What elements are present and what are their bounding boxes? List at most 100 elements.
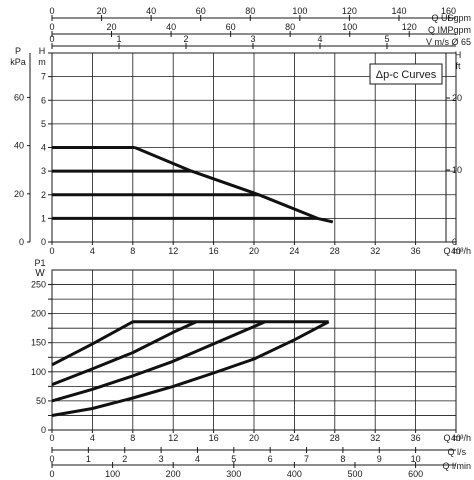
bottom-axis-tick-label: 300 [226, 469, 241, 479]
bottom-axis-tick-label: 2 [122, 454, 127, 464]
head-h-tick-label: 2 [41, 190, 46, 200]
bottom-axis-tick-label: 6 [268, 454, 273, 464]
pressure-tick-label: 40 [14, 141, 24, 151]
usgpm-axis-label: Q USgpm [431, 13, 471, 23]
head-h-tick-label: 3 [41, 166, 46, 176]
top-axis-tick-label: 40 [146, 6, 156, 16]
top-axis-tick-label: 20 [97, 6, 107, 16]
feet-tick-label: 0 [452, 237, 457, 247]
bottom-axis-tick-label: 500 [347, 469, 362, 479]
top-axis-tick-label: 1 [116, 34, 121, 44]
bottom-axis-tick-label: 100 [105, 469, 120, 479]
bottom-axis-tick-label: 0 [49, 454, 54, 464]
pressure-tick-label: 20 [14, 189, 24, 199]
pressure-label-symbol: P [15, 46, 21, 56]
bottom-axis-tick-label: 400 [287, 469, 302, 479]
power-y-tick-label: 250 [31, 280, 46, 290]
top-axis-tick-label: 80 [285, 22, 295, 32]
top-axis-tick-label: 140 [391, 6, 406, 16]
head-h-tick-label: 4 [41, 143, 46, 153]
pressure-label-unit: kPa [10, 57, 26, 67]
head-x-axis-label: Q m³/h [443, 246, 471, 256]
top-axis-tick-label: 4 [317, 34, 322, 44]
impgpm-axis-label: Q IMPgpm [428, 25, 471, 35]
power-x-tick-label: 16 [209, 433, 219, 443]
bottom-axis-tick-label: 5 [231, 454, 236, 464]
top-axis-tick-label: 40 [166, 22, 176, 32]
head-x-tick-label: 24 [289, 246, 299, 256]
top-axis-tick-label: 60 [196, 6, 206, 16]
bottom-axis-tick-label: 4 [195, 454, 200, 464]
bottom-axis-tick-label: 1 [86, 454, 91, 464]
head-h-tick-label: 1 [41, 213, 46, 223]
bottom-axis-tick-label: 600 [408, 469, 423, 479]
top-axis-tick-label: 0 [49, 22, 54, 32]
top-axis-tick-label: 3 [250, 34, 255, 44]
top-axis-tick-label: 100 [342, 22, 357, 32]
power-y-tick-label: 200 [31, 309, 46, 319]
top-axis-tick-label: 2 [183, 34, 188, 44]
bottom-axis-tick-label: 7 [304, 454, 309, 464]
bottom-axis-tick-label: 9 [377, 454, 382, 464]
power-curve [51, 320, 266, 403]
power-curve [51, 320, 198, 386]
pressure-tick-label: 60 [14, 92, 24, 102]
chart-title: Δp-c Curves [376, 69, 437, 81]
power-x-tick-label: 36 [411, 433, 421, 443]
top-axis-tick-label: 60 [226, 22, 236, 32]
head-x-tick-label: 40 [451, 246, 461, 256]
bottom-axis-tick-label: 3 [159, 454, 164, 464]
head-x-tick-label: 28 [330, 246, 340, 256]
head-h-tick-label: 5 [41, 119, 46, 129]
top-axis-tick-label: 20 [107, 22, 117, 32]
power-x-tick-label: 20 [249, 433, 259, 443]
top-axis-tick-label: 120 [342, 6, 357, 16]
power-y-tick-label: 0 [41, 425, 46, 435]
power-label-symbol: P1 [34, 258, 45, 268]
power-y-tick-label: 100 [31, 367, 46, 377]
power-y-tick-label: 50 [36, 396, 46, 406]
power-x-tick-label: 4 [90, 433, 95, 443]
power-x-axis-label: Q m³/h [443, 433, 471, 443]
top-axis-tick-label: 100 [292, 6, 307, 16]
pressure-tick-label: 0 [19, 237, 24, 247]
bottom-axis-tick-label: 8 [340, 454, 345, 464]
power-x-tick-label: 12 [168, 433, 178, 443]
feet-label-symbol: H [455, 50, 462, 60]
curves-title-box: Δp-c Curves [369, 63, 443, 85]
top-axis-tick-label: 0 [49, 6, 54, 16]
velocity-axis-label: V m/s Ø 65 [426, 37, 471, 47]
power-x-tick-label: 40 [451, 433, 461, 443]
power-x-tick-label: 32 [370, 433, 380, 443]
power-label-unit: W [35, 268, 45, 279]
top-axis-tick-label: 5 [384, 34, 389, 44]
head-x-tick-label: 36 [411, 246, 421, 256]
power-x-tick-label: 8 [130, 433, 135, 443]
top-axis-tick-label: 80 [245, 6, 255, 16]
feet-label-unit: ft [455, 61, 461, 71]
top-axis-tick-label: 160 [441, 6, 456, 16]
power-x-tick-label: 24 [289, 433, 299, 443]
power-x-tick-label: 0 [49, 433, 54, 443]
tick-layer [27, 15, 457, 468]
power-y-tick-label: 150 [31, 338, 46, 348]
bottom-axis-tick-label: 200 [166, 469, 181, 479]
top-axis-tick-label: 0 [49, 34, 54, 44]
head-x-tick-label: 20 [249, 246, 259, 256]
head-label-symbol: H [39, 46, 46, 56]
head-x-tick-label: 12 [168, 246, 178, 256]
head-h-tick-label: 6 [41, 95, 46, 105]
text-layer: 0 4 8 12 16 20 24 28 32 36 40012345670204060010200… [10, 6, 471, 479]
series-layer [51, 146, 334, 417]
head-x-tick-label: 16 [209, 246, 219, 256]
head-x-tick-label: 4 [90, 246, 95, 256]
power-curve [51, 320, 330, 417]
head-curve [134, 146, 334, 224]
power-x-tick-label: 28 [330, 433, 340, 443]
feet-tick-label: 10 [452, 165, 462, 175]
feet-tick-label: 20 [452, 93, 462, 103]
head-h-tick-label: 0 [41, 237, 46, 247]
head-x-tick-label: 32 [370, 246, 380, 256]
bottom-axis-tick-label: 0 [49, 469, 54, 479]
